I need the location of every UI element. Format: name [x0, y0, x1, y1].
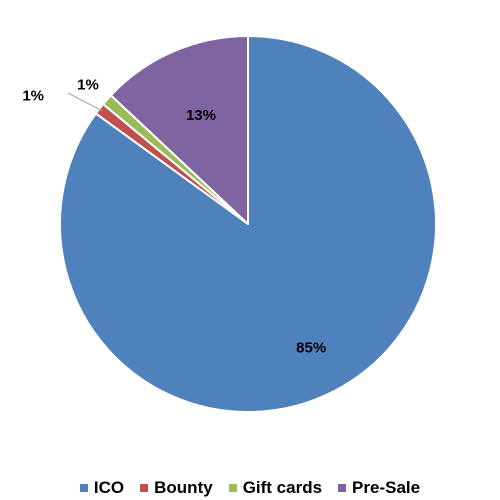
legend-label-bounty: Bounty — [154, 478, 213, 497]
data-label-ico: 85% — [296, 339, 326, 356]
legend-item-gift-cards[interactable]: Gift cards — [228, 478, 323, 498]
legend: ICO Bounty Gift cards Pre-Sale — [0, 477, 500, 499]
legend-swatch-bounty — [140, 484, 149, 492]
data-label-gift-cards: 1% — [77, 77, 99, 94]
leader-line-bounty — [67, 92, 103, 112]
legend-item-bounty[interactable]: Bounty — [140, 478, 213, 498]
legend-item-pre-sale[interactable]: Pre-Sale — [338, 478, 420, 498]
legend-swatch-ico — [79, 484, 88, 492]
legend-item-ico[interactable]: ICO — [79, 478, 125, 498]
legend-swatch-gift-cards — [228, 484, 237, 492]
legend-swatch-pre-sale — [338, 484, 347, 492]
data-label-pre-sale: 13% — [186, 107, 216, 124]
data-labels: 85% 1% 1% 13% — [22, 77, 326, 357]
slice-pre-sale[interactable] — [109, 35, 249, 225]
leader-lines — [67, 92, 103, 112]
legend-label-gift-cards: Gift cards — [242, 478, 323, 497]
legend-label-pre-sale: Pre-Sale — [352, 478, 421, 497]
data-label-bounty: 1% — [22, 88, 44, 105]
legend-label-ico: ICO — [93, 478, 125, 497]
pie-slices — [59, 35, 437, 413]
